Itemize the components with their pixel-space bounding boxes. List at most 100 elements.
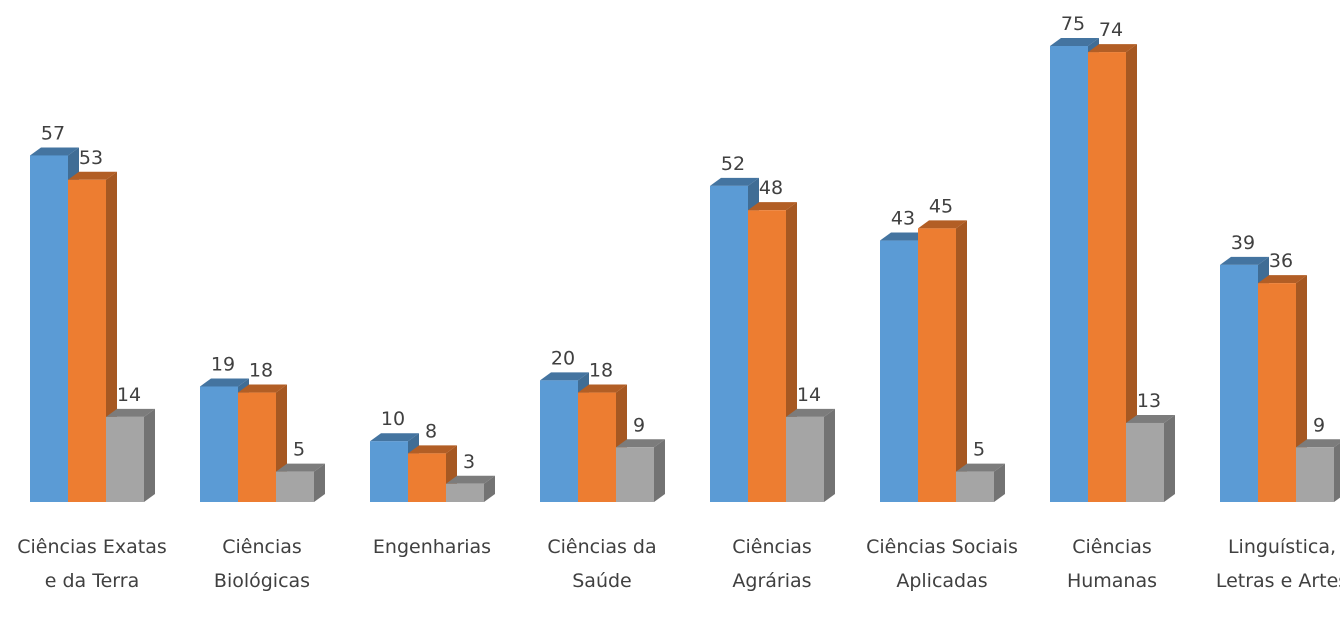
- bar-side: [1126, 44, 1137, 502]
- value-label: 3: [463, 451, 475, 473]
- value-label: 9: [633, 414, 645, 436]
- bar: [446, 475, 495, 502]
- x-tick-label: Ciências da Saúde: [547, 536, 657, 592]
- bar-front: [748, 210, 786, 502]
- bar-front: [238, 392, 276, 502]
- bar-top: [68, 171, 117, 180]
- bar-front: [540, 380, 578, 502]
- bar-front: [880, 240, 918, 502]
- bar-top: [540, 372, 589, 381]
- bar: [786, 408, 835, 502]
- bar-front: [200, 386, 238, 502]
- x-tick-label: Ciências Agrárias: [732, 536, 812, 592]
- bar-front: [106, 416, 144, 502]
- bar-front: [370, 441, 408, 502]
- value-label: 74: [1099, 19, 1123, 41]
- value-label: 48: [759, 177, 783, 199]
- bar: [68, 171, 117, 502]
- value-label: 13: [1137, 390, 1161, 412]
- bar-top: [370, 433, 419, 442]
- value-label: 19: [211, 353, 235, 375]
- x-tick-label: Ciências Biológicas: [213, 536, 311, 592]
- bar: [616, 439, 665, 502]
- bar-side: [994, 463, 1005, 502]
- bar-side: [824, 408, 835, 502]
- bar-front: [30, 155, 68, 502]
- value-label: 75: [1061, 13, 1085, 35]
- value-label: 14: [797, 384, 821, 406]
- bar-front: [446, 483, 484, 502]
- x-tick-label: Ciências Humanas: [1066, 536, 1158, 592]
- bar-top: [200, 378, 249, 387]
- value-label: 18: [589, 360, 613, 382]
- x-tick-label: Engenharias: [372, 536, 492, 558]
- bar-top: [616, 439, 665, 448]
- value-label: 45: [929, 195, 953, 217]
- value-label: 36: [1269, 250, 1293, 272]
- bar-front: [276, 471, 314, 502]
- bar-front: [710, 185, 748, 502]
- bar-top: [408, 445, 457, 454]
- value-label: 14: [117, 384, 141, 406]
- bar-front: [1050, 46, 1088, 502]
- bar-side: [654, 439, 665, 502]
- bar-top: [748, 202, 797, 211]
- bar-top: [578, 384, 627, 393]
- bar-front: [918, 228, 956, 502]
- bar-top: [30, 147, 79, 156]
- bar-top: [1088, 44, 1137, 53]
- value-label: 10: [381, 408, 405, 430]
- bar-front: [1258, 283, 1296, 502]
- bar-front: [1126, 422, 1164, 502]
- bar-front: [1296, 447, 1334, 502]
- value-label: 52: [721, 153, 745, 175]
- bar-side: [314, 463, 325, 502]
- bar: [276, 463, 325, 502]
- bar: [918, 220, 967, 502]
- bar-side: [144, 408, 155, 502]
- bar-front: [1220, 264, 1258, 502]
- bar-front: [408, 453, 446, 502]
- value-label: 57: [41, 122, 65, 144]
- bar-top: [1126, 414, 1175, 423]
- bar-front: [956, 471, 994, 502]
- bar-front: [578, 392, 616, 502]
- x-tick-label: Ciências Exatas e da Terra: [17, 536, 167, 592]
- bar: [1088, 44, 1137, 503]
- bar-top: [1050, 38, 1099, 46]
- value-label: 18: [249, 360, 273, 382]
- value-label: 5: [973, 439, 985, 461]
- bar-top: [918, 220, 967, 229]
- bar-front: [786, 416, 824, 502]
- value-label: 9: [1313, 414, 1325, 436]
- value-label: 8: [425, 420, 437, 442]
- bar-top: [238, 384, 287, 393]
- bar-front: [616, 447, 654, 502]
- value-label: 5: [293, 439, 305, 461]
- bar-top: [106, 408, 155, 417]
- x-tick-label: Linguística, Letras e Artes: [1215, 536, 1340, 592]
- value-label: 20: [551, 347, 575, 369]
- value-label: 43: [891, 208, 915, 230]
- bar-top: [1258, 275, 1307, 284]
- bar-top: [1296, 439, 1340, 448]
- bar-top: [956, 463, 1005, 472]
- bar-side: [1164, 414, 1175, 502]
- bar: [106, 408, 155, 502]
- bar: [1126, 414, 1175, 502]
- bar: [1296, 439, 1340, 502]
- value-label: 39: [1231, 232, 1255, 254]
- bar-top: [276, 463, 325, 472]
- bar: [578, 384, 627, 502]
- x-tick-label: Ciências Sociais Aplicadas: [866, 536, 1018, 592]
- bar-top: [880, 232, 929, 241]
- bar-top: [446, 475, 495, 484]
- bar-top: [786, 408, 835, 417]
- bar-top: [1220, 256, 1269, 265]
- value-label: 53: [79, 147, 103, 169]
- bar-side: [1334, 442, 1340, 502]
- bar-side: [956, 220, 967, 502]
- bar-front: [1088, 52, 1126, 503]
